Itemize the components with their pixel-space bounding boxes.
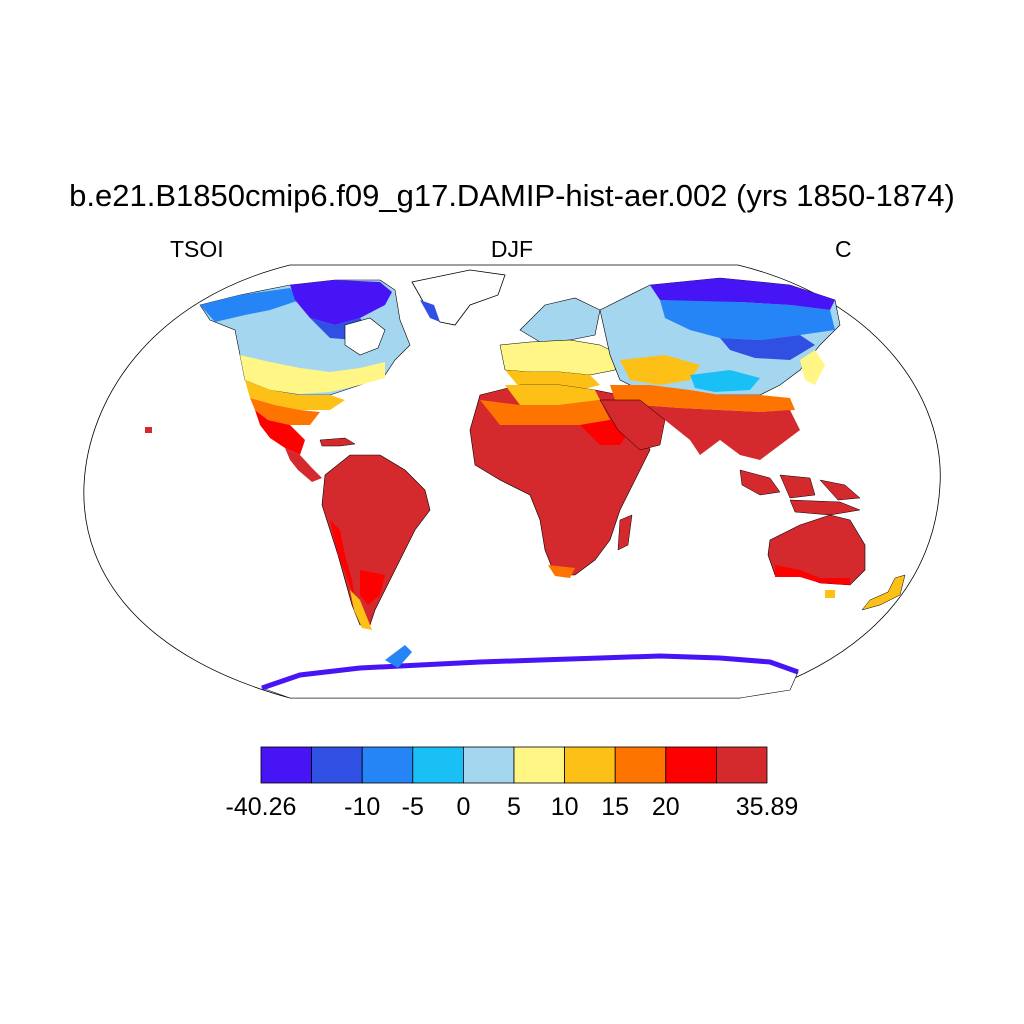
units-label: C [835,236,852,262]
colorbar-tick-label: 5 [507,793,521,821]
caribbean-islands [319,437,356,447]
hawaii [145,427,152,433]
colorbar-swatch [412,746,464,784]
australia [767,514,866,598]
colorbar-swatch [665,746,717,784]
colorbar-tick-label: 20 [652,793,680,821]
colorbar-tick-label: 0 [456,793,470,821]
season-label: DJF [490,236,534,262]
colorbar-boxes [260,746,768,784]
colorbar-swatch [716,746,768,784]
plot-title: b.e21.B1850cmip6.f09_g17.DAMIP-hist-aer.… [69,178,955,213]
africa [469,384,651,578]
arabian-peninsula [599,399,666,451]
colorbar-tick-label: -5 [402,793,424,821]
colorbar-swatch [311,746,363,784]
colorbar-tick-label: -10 [344,793,380,821]
colorbar-swatch [513,746,565,784]
new-zealand [861,574,906,611]
antarctica [261,645,799,699]
colorbar-labels: -40.26 -10 -5 0 5 10 15 20 35.89 [226,793,799,821]
north-america [199,279,411,482]
asia [599,277,841,460]
south-america [321,454,431,630]
colorbar-tick-label: 15 [601,793,629,821]
colorbar-swatch [564,746,616,784]
colorbar-tick-label: 10 [551,793,579,821]
maritime-southeast-asia [739,469,861,516]
greenland-coast-cold [420,300,440,322]
colorbar-swatch [614,746,667,784]
variable-label: TSOI [170,236,224,262]
colorbar-swatch [361,746,414,784]
colorbar-swatch [260,746,312,784]
colorbar-swatch [462,746,515,784]
colorbar-tick-label: 35.89 [736,793,799,821]
colorbar-tick-label: -40.26 [226,793,297,821]
